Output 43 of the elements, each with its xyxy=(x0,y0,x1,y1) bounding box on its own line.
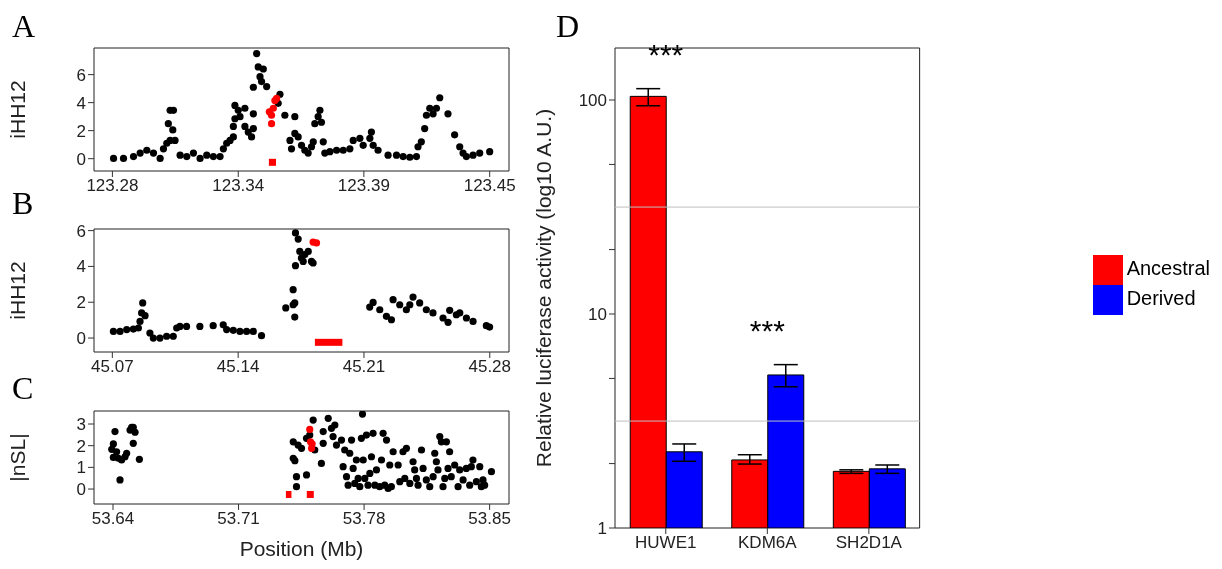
y-tick-label: 0 xyxy=(76,329,86,349)
chart-title: D xyxy=(556,8,580,45)
y-tick-label: 2 xyxy=(76,293,86,313)
x-tick-label: 45.28 xyxy=(468,357,512,377)
y-tick-label: 4 xyxy=(76,93,86,113)
x-tick-label: SH2D1A xyxy=(835,533,903,553)
y-axis-title: iHH12 xyxy=(6,80,30,139)
x-tick-label: 53.78 xyxy=(342,509,386,529)
y-tick-label: 2 xyxy=(76,121,86,141)
x-tick-label: KDM6A xyxy=(738,533,798,553)
y-tick-label: 0 xyxy=(76,149,86,169)
x-tick-label: 53.64 xyxy=(91,509,135,529)
y-tick-label: 6 xyxy=(76,221,86,241)
y-axis-title: |nSL| xyxy=(6,433,30,482)
x-tick-label: 123.34 xyxy=(212,176,265,196)
x-tick-label: 53.85 xyxy=(468,509,511,529)
x-tick-label: 45.14 xyxy=(216,357,260,377)
x-tick-label: 123.28 xyxy=(86,176,139,196)
y-tick-label: 6 xyxy=(76,65,86,85)
x-tick-label: 123.39 xyxy=(337,176,390,196)
x-tick-label: HUWE1 xyxy=(635,533,697,553)
y-tick-label: 100 xyxy=(578,91,607,111)
y-tick-label: 1 xyxy=(597,519,607,539)
x-axis-title: Position (Mb) xyxy=(239,537,364,560)
y-axis-title: Relative luciferase activity (log10 A.U.) xyxy=(532,108,556,468)
x-tick-label: 123.45 xyxy=(463,176,516,196)
legend-label: Derived xyxy=(1126,286,1196,309)
y-tick-label: 2 xyxy=(76,436,86,456)
y-tick-label: 0 xyxy=(76,480,86,500)
y-tick-label: 10 xyxy=(588,305,607,325)
y-tick-label: 4 xyxy=(76,257,86,277)
chart-title: B xyxy=(12,185,34,222)
chart-title: A xyxy=(12,8,36,45)
annotation: *** xyxy=(749,313,786,347)
x-tick-label: 53.71 xyxy=(217,509,260,529)
legend-label: Ancestral xyxy=(1126,256,1210,279)
x-tick-label: 45.21 xyxy=(342,357,386,377)
y-tick-label: 3 xyxy=(76,415,86,435)
x-tick-label: 45.07 xyxy=(91,357,134,377)
y-tick-label: 1 xyxy=(76,458,86,478)
y-axis-title: iHH12 xyxy=(6,261,30,320)
annotation: *** xyxy=(648,37,684,71)
chart-title: C xyxy=(12,370,34,407)
